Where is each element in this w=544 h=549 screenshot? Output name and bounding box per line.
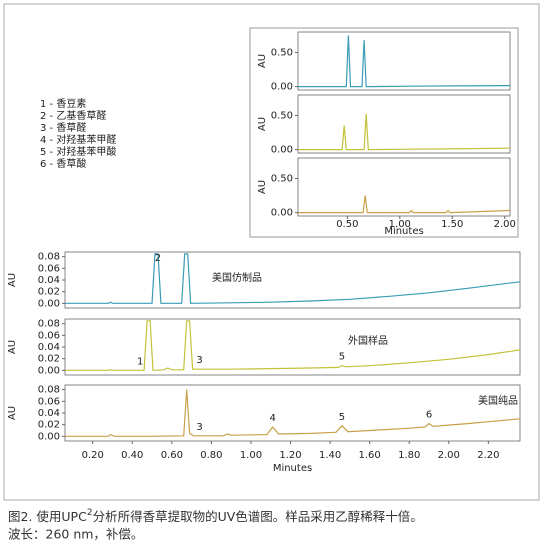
y-axis-label: AU: [7, 406, 18, 420]
y-tick-label: 0.00: [38, 431, 60, 442]
y-tick-label: 0.50: [271, 110, 293, 121]
plot-frame: [64, 251, 521, 309]
trace: [298, 35, 510, 88]
sample-label: 外国样品: [348, 334, 388, 347]
sample-label: 美国仿制品: [212, 271, 262, 284]
y-tick-label: 0.08: [38, 385, 60, 396]
x-tick-label: 1.00: [240, 450, 262, 461]
peak-label: 3: [196, 355, 202, 366]
peak-label: 1: [137, 356, 143, 367]
y-tick-label: 0.06: [38, 330, 60, 341]
trace: [65, 320, 520, 371]
figure-frame: [3, 3, 540, 501]
peak-label: 3: [196, 422, 202, 433]
inset-frame: [249, 27, 519, 238]
y-axis-label: AU: [7, 273, 18, 287]
trace: [298, 195, 510, 214]
x-tick-label: 1.00: [389, 219, 411, 230]
caption-part: 分析所得香草提取物的UV色谱图。样品采用乙醇稀释十倍。: [93, 509, 423, 524]
compound-label: 4 - 对羟基苯甲醛: [40, 133, 116, 146]
caption: 图2. 使用UPC2分析所得香草提取物的UV色谱图。样品采用乙醇稀释十倍。: [8, 508, 423, 524]
peak-label: 2: [155, 253, 161, 264]
caption-line: 波长：260 nm，补偿。: [8, 527, 143, 542]
compound-label: 5 - 对羟基苯甲酸: [40, 145, 116, 158]
plot-frame: [297, 31, 511, 91]
compound-label: 2 - 乙基香草醛: [40, 109, 106, 122]
compound-label: 1 - 香豆素: [40, 97, 86, 110]
x-tick-label: 0.20: [82, 450, 104, 461]
peak-label: 4: [270, 413, 276, 424]
x-tick-label: 1.60: [359, 450, 381, 461]
y-tick-label: 0.00: [38, 298, 60, 309]
y-tick-label: 0.02: [38, 287, 60, 298]
plot-frame: [297, 157, 511, 217]
trace: [65, 253, 520, 304]
y-tick-label: 0.04: [38, 275, 60, 286]
x-tick-label: 1.40: [319, 450, 341, 461]
x-tick-label: 0.60: [161, 450, 183, 461]
peak-label: 6: [426, 410, 432, 421]
x-axis-label: Minutes: [273, 463, 312, 474]
x-tick-label: 2.00: [494, 219, 516, 230]
y-tick-label: 0.50: [271, 173, 293, 184]
x-tick-label: 1.80: [398, 450, 420, 461]
y-axis-label: AU: [257, 54, 268, 68]
plot-frame: [64, 384, 521, 442]
x-axis-label: Minutes: [384, 226, 423, 237]
y-tick-label: 0.08: [38, 319, 60, 330]
x-tick-label: 1.50: [441, 219, 463, 230]
peak-label: 5: [339, 352, 345, 363]
caption-part: 图2. 使用UPC: [8, 509, 87, 524]
y-tick-label: 0.02: [38, 420, 60, 431]
y-tick-label: 0.00: [271, 82, 293, 93]
compound-label: 6 - 香草酸: [40, 157, 86, 170]
y-tick-label: 0.00: [38, 365, 60, 376]
x-tick-label: 0.80: [200, 450, 222, 461]
y-tick-label: 0.50: [271, 47, 293, 58]
y-tick-label: 0.06: [38, 396, 60, 407]
y-axis-label: AU: [257, 117, 268, 131]
plot-frame: [297, 94, 511, 154]
y-tick-label: 0.00: [271, 145, 293, 156]
y-tick-label: 0.04: [38, 342, 60, 353]
sample-label: 美国纯品: [478, 394, 518, 407]
y-tick-label: 0.08: [38, 252, 60, 263]
compound-label: 3 - 香草醛: [40, 121, 86, 134]
y-tick-label: 0.06: [38, 263, 60, 274]
y-axis-label: AU: [257, 180, 268, 194]
trace: [65, 389, 520, 437]
x-tick-label: 0.50: [336, 219, 358, 230]
plot-frame: [64, 318, 521, 376]
y-tick-label: 0.00: [271, 208, 293, 219]
x-tick-label: 2.00: [438, 450, 460, 461]
y-tick-label: 0.04: [38, 408, 60, 419]
caption-sup: 2: [87, 508, 93, 518]
y-tick-label: 0.02: [38, 354, 60, 365]
y-axis-label: AU: [7, 340, 18, 354]
trace: [298, 114, 510, 151]
x-tick-label: 0.40: [121, 450, 143, 461]
x-tick-label: 1.20: [279, 450, 301, 461]
peak-label: 5: [339, 412, 345, 423]
x-tick-label: 2.20: [477, 450, 499, 461]
